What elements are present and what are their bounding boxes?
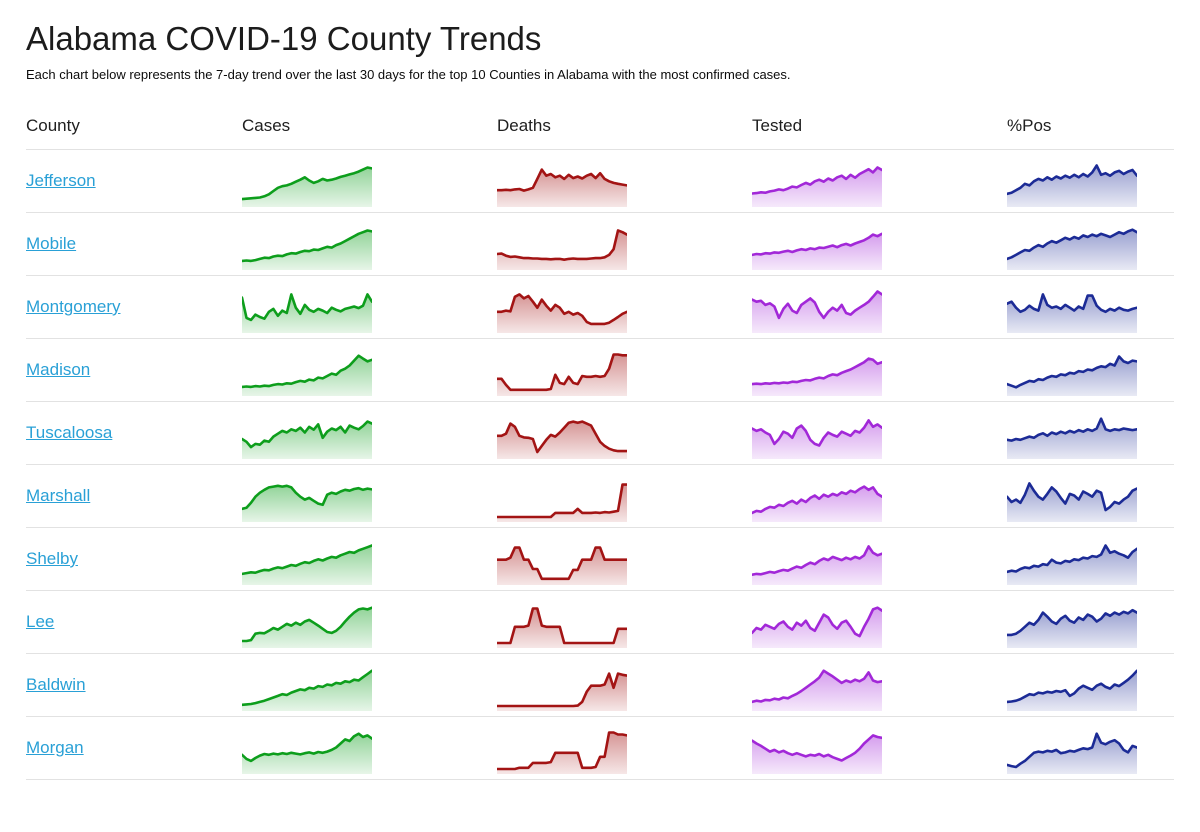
cases-sparkline [242, 287, 497, 338]
deaths-sparkline [497, 665, 752, 716]
page-subtitle: Each chart below represents the 7-day tr… [26, 67, 791, 82]
cases-sparkline [242, 539, 497, 590]
table-row: Baldwin [26, 654, 1174, 717]
tested-sparkline [752, 728, 1007, 779]
cases-sparkline [242, 161, 497, 212]
county-link-madison[interactable]: Madison [26, 360, 91, 379]
column-header-cases: Cases [242, 116, 291, 135]
column-header-pos: %Pos [1007, 116, 1052, 135]
table-row: Shelby [26, 528, 1174, 591]
deaths-sparkline [497, 602, 752, 653]
cases-sparkline [242, 728, 497, 779]
tested-sparkline [752, 224, 1007, 275]
county-link-jefferson[interactable]: Jefferson [26, 171, 96, 190]
column-header-deaths: Deaths [497, 116, 551, 135]
county-link-marshall[interactable]: Marshall [26, 486, 91, 505]
pos-sparkline [1007, 161, 1174, 212]
column-header-tested: Tested [752, 116, 803, 135]
pos-sparkline [1007, 539, 1174, 590]
cases-sparkline [242, 350, 497, 401]
deaths-sparkline [497, 728, 752, 779]
tested-sparkline [752, 287, 1007, 338]
tested-sparkline [752, 413, 1007, 464]
deaths-sparkline [497, 539, 752, 590]
table-row: Lee [26, 591, 1174, 654]
deaths-sparkline [497, 413, 752, 464]
tested-sparkline [752, 350, 1007, 401]
pos-sparkline [1007, 665, 1174, 716]
pos-sparkline [1007, 476, 1174, 527]
page: Alabama COVID-19 County Trends Each char… [26, 20, 1174, 780]
county-link-morgan[interactable]: Morgan [26, 738, 84, 757]
county-link-tuscaloosa[interactable]: Tuscaloosa [26, 423, 113, 442]
deaths-sparkline [497, 350, 752, 401]
county-link-lee[interactable]: Lee [26, 612, 55, 631]
trend-table-body: Jefferson Mobile Montgomery Madison [26, 150, 1174, 780]
pos-sparkline [1007, 350, 1174, 401]
tested-sparkline [752, 476, 1007, 527]
pos-sparkline [1007, 602, 1174, 653]
table-row: Morgan [26, 717, 1174, 780]
pos-sparkline [1007, 287, 1174, 338]
table-row: Mobile [26, 213, 1174, 276]
county-link-shelby[interactable]: Shelby [26, 549, 78, 568]
table-row: Madison [26, 339, 1174, 402]
table-row: Marshall [26, 465, 1174, 528]
column-header-county: County [26, 116, 80, 135]
cases-sparkline [242, 602, 497, 653]
cases-sparkline [242, 665, 497, 716]
tested-sparkline [752, 539, 1007, 590]
deaths-sparkline [497, 161, 752, 212]
tested-sparkline [752, 161, 1007, 212]
county-link-mobile[interactable]: Mobile [26, 234, 77, 253]
deaths-sparkline [497, 287, 752, 338]
pos-sparkline [1007, 413, 1174, 464]
cases-sparkline [242, 476, 497, 527]
page-title: Alabama COVID-19 County Trends [26, 20, 542, 57]
deaths-sparkline [497, 224, 752, 275]
table-row: Tuscaloosa [26, 402, 1174, 465]
county-link-montgomery[interactable]: Montgomery [26, 297, 121, 316]
deaths-sparkline [497, 476, 752, 527]
county-link-baldwin[interactable]: Baldwin [26, 675, 86, 694]
table-row: Montgomery [26, 276, 1174, 339]
pos-sparkline [1007, 224, 1174, 275]
tested-sparkline [752, 665, 1007, 716]
pos-sparkline [1007, 728, 1174, 779]
tested-sparkline [752, 602, 1007, 653]
table-header: County Cases Deaths Tested %Pos [26, 116, 1174, 150]
cases-sparkline [242, 224, 497, 275]
table-row: Jefferson [26, 150, 1174, 213]
cases-sparkline [242, 413, 497, 464]
